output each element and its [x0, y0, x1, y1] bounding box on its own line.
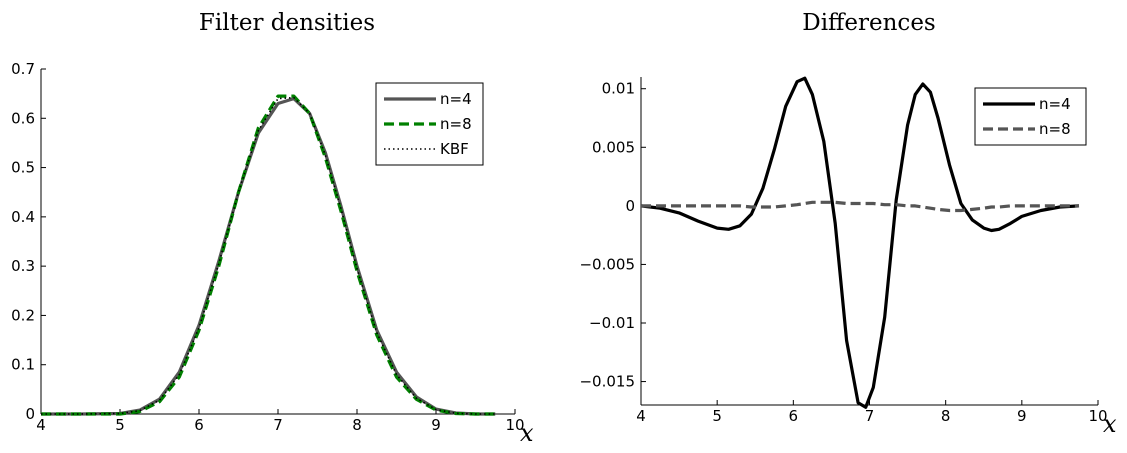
legend-label-2: KBF	[440, 140, 469, 158]
panel-differences: Differences 4 5 6 7 8 9 10x 0.01 0.005 0 −0.005 −0.0…	[579, 10, 1117, 438]
x-tick-label: 5	[115, 416, 125, 434]
x-tick-label: 4	[36, 416, 46, 434]
y-tick-label: −0.005	[579, 255, 635, 273]
legend-box	[974, 87, 1087, 146]
y-tick-label: 0	[625, 197, 635, 215]
legend: n=4 n=8 KBF	[375, 82, 484, 166]
y-tick-label: 0.5	[11, 159, 35, 177]
x-tick-label: 10	[505, 416, 524, 434]
chart-title: Differences	[802, 10, 935, 36]
x-tick-label: 5	[712, 407, 722, 425]
x-axis-label: x	[1103, 410, 1117, 438]
y-tick-label: 0.3	[11, 257, 35, 275]
x-tick-label: 7	[273, 416, 283, 434]
y-tick-label: 0.005	[592, 138, 635, 156]
x-tick-label: 10	[1088, 407, 1107, 425]
y-tick-label: 0.01	[602, 80, 635, 98]
legend: n=4n=8	[974, 87, 1087, 146]
y-tick-label: 0.7	[11, 60, 35, 78]
x-tick-label: 8	[941, 407, 951, 425]
x-axis-label: x	[520, 419, 534, 447]
legend-label-0: n=4	[1039, 95, 1071, 113]
y-tick-label: 0.1	[11, 356, 35, 374]
x-tick-label: 8	[352, 416, 362, 434]
series-line-2	[41, 96, 496, 415]
x-tick-label: 4	[636, 407, 646, 425]
y-tick-label: 0.2	[11, 306, 35, 324]
y-tick-label: 0.4	[11, 208, 35, 226]
x-tick-label: 7	[865, 407, 875, 425]
y-tick-label: −0.015	[579, 373, 635, 391]
panel-filter-densities: Filter densities 4 5 6 7 8 9 10x 0 0.1 0.2 0.3 0.4 0.…	[11, 10, 534, 447]
legend-label-1: n=8	[440, 115, 472, 133]
y-tick-label: 0.6	[11, 109, 35, 127]
y-tick-label: −0.01	[589, 314, 635, 332]
y-tick-label: 0	[25, 405, 35, 423]
x-tick-label: 9	[431, 416, 441, 434]
legend-label-0: n=4	[440, 90, 472, 108]
x-tick-label: 6	[789, 407, 799, 425]
x-tick-label: 9	[1017, 407, 1027, 425]
legend-label-1: n=8	[1039, 120, 1071, 138]
series-line-1	[641, 200, 1079, 213]
series-line-0	[640, 76, 1080, 409]
series-line-1	[41, 94, 496, 416]
chart-title: Filter densities	[199, 10, 375, 36]
x-tick-label: 6	[194, 416, 204, 434]
